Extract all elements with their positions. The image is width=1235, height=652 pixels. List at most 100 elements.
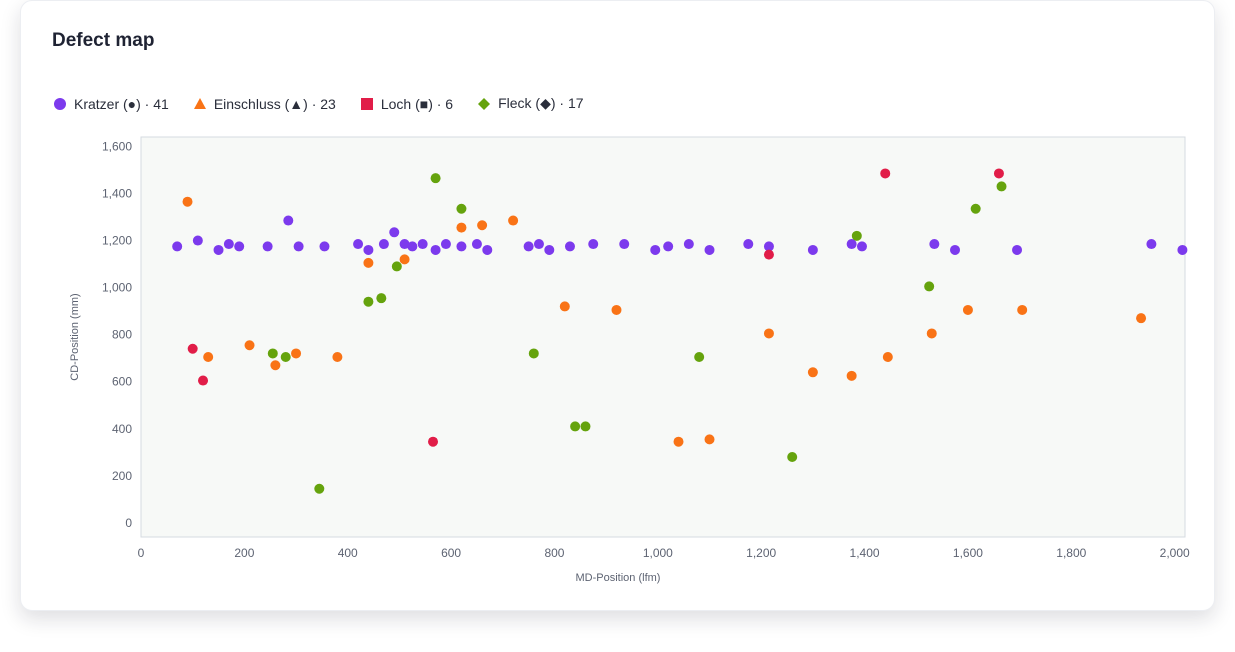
point-einschluss[interactable] xyxy=(1017,304,1028,315)
point-kratzer[interactable] xyxy=(663,241,674,252)
point-kratzer[interactable] xyxy=(430,244,441,255)
point-einschluss[interactable] xyxy=(203,352,214,362)
point-kratzer[interactable] xyxy=(1012,244,1023,255)
point-kratzer[interactable] xyxy=(846,239,857,250)
point-einschluss[interactable] xyxy=(399,254,410,265)
point-kratzer[interactable] xyxy=(1177,244,1188,255)
point-kratzer[interactable] xyxy=(234,241,245,252)
point-kratzer[interactable] xyxy=(417,239,428,250)
point-kratzer[interactable] xyxy=(650,244,661,255)
point-kratzer[interactable] xyxy=(407,241,418,252)
point-einschluss[interactable] xyxy=(363,257,374,268)
point-kratzer[interactable] xyxy=(471,239,482,250)
point-kratzer[interactable] xyxy=(399,239,410,250)
point-einschluss[interactable] xyxy=(182,196,193,207)
point-fleck[interactable] xyxy=(580,421,591,432)
point-kratzer[interactable] xyxy=(763,241,774,252)
point-fleck[interactable] xyxy=(376,293,387,304)
point-fleck[interactable] xyxy=(851,230,862,241)
point-einschluss[interactable] xyxy=(926,328,937,339)
x-tick-label: 800 xyxy=(544,546,564,560)
point-einschluss[interactable] xyxy=(882,352,893,362)
point-fleck[interactable] xyxy=(456,203,467,214)
point-einschluss[interactable] xyxy=(291,348,302,359)
point-einschluss[interactable] xyxy=(508,215,519,226)
point-kratzer[interactable] xyxy=(544,244,555,255)
point-kratzer[interactable] xyxy=(929,239,940,250)
x-tick-label: 1,600 xyxy=(953,546,983,560)
point-fleck[interactable] xyxy=(280,352,291,362)
point-kratzer[interactable] xyxy=(950,244,961,255)
y-tick-label: 1,200 xyxy=(102,234,132,248)
point-kratzer[interactable] xyxy=(440,239,451,250)
point-loch[interactable] xyxy=(880,168,891,179)
point-kratzer[interactable] xyxy=(283,215,294,226)
point-loch[interactable] xyxy=(428,436,439,447)
point-kratzer[interactable] xyxy=(533,239,544,250)
point-einschluss[interactable] xyxy=(1136,313,1147,324)
point-fleck[interactable] xyxy=(996,181,1007,192)
point-kratzer[interactable] xyxy=(807,244,818,255)
point-kratzer[interactable] xyxy=(856,241,867,252)
point-kratzer[interactable] xyxy=(456,241,467,252)
point-kratzer[interactable] xyxy=(172,241,183,252)
point-kratzer[interactable] xyxy=(378,239,389,250)
point-fleck[interactable] xyxy=(391,261,402,272)
point-kratzer[interactable] xyxy=(192,235,203,246)
legend-item-einschluss[interactable]: Einschluss (▲) · 23 xyxy=(193,96,336,112)
point-loch[interactable] xyxy=(763,249,774,260)
point-einschluss[interactable] xyxy=(673,436,684,447)
point-kratzer[interactable] xyxy=(1146,239,1157,250)
point-loch[interactable] xyxy=(187,343,198,354)
legend-item-fleck[interactable]: Fleck (◆) · 17 xyxy=(477,95,584,112)
point-kratzer[interactable] xyxy=(319,241,330,252)
point-kratzer[interactable] xyxy=(293,241,304,252)
point-einschluss[interactable] xyxy=(962,304,973,315)
legend-item-loch[interactable]: Loch (■) · 6 xyxy=(360,96,453,112)
legend-item-kratzer[interactable]: Kratzer (●) · 41 xyxy=(53,96,169,112)
point-einschluss[interactable] xyxy=(270,360,281,371)
point-einschluss[interactable] xyxy=(332,352,343,362)
point-kratzer[interactable] xyxy=(588,239,599,250)
point-kratzer[interactable] xyxy=(389,227,400,238)
point-kratzer[interactable] xyxy=(223,239,234,250)
point-fleck[interactable] xyxy=(787,452,798,462)
point-fleck[interactable] xyxy=(970,203,981,214)
point-fleck[interactable] xyxy=(267,348,278,359)
point-fleck[interactable] xyxy=(694,352,705,362)
point-kratzer[interactable] xyxy=(683,239,694,250)
point-loch[interactable] xyxy=(198,375,209,386)
point-kratzer[interactable] xyxy=(482,244,493,255)
point-kratzer[interactable] xyxy=(213,244,224,255)
point-einschluss[interactable] xyxy=(559,301,570,312)
legend-label-einschluss: Einschluss (▲) · 23 xyxy=(213,95,336,112)
point-einschluss[interactable] xyxy=(477,220,488,231)
point-loch[interactable] xyxy=(993,168,1004,179)
point-einschluss[interactable] xyxy=(704,434,715,445)
point-kratzer[interactable] xyxy=(363,244,374,255)
point-einschluss[interactable] xyxy=(763,328,774,339)
point-fleck[interactable] xyxy=(314,483,325,494)
point-kratzer[interactable] xyxy=(353,239,364,250)
point-einschluss[interactable] xyxy=(846,370,857,381)
point-einschluss[interactable] xyxy=(611,304,622,315)
point-kratzer[interactable] xyxy=(743,239,754,250)
point-einschluss[interactable] xyxy=(807,367,818,378)
x-tick-label: 2,000 xyxy=(1160,546,1190,560)
point-kratzer[interactable] xyxy=(523,241,534,252)
point-einschluss[interactable] xyxy=(244,340,255,351)
point-fleck[interactable] xyxy=(924,281,935,292)
y-axis-ticks: 0 200 400 600 800 1,000 1,200 1,400 1,600 xyxy=(102,139,132,529)
point-fleck[interactable] xyxy=(430,173,441,184)
y-axis-title: CD-Position (mm) xyxy=(69,293,81,380)
point-fleck[interactable] xyxy=(528,348,539,359)
point-fleck[interactable] xyxy=(570,421,581,432)
point-kratzer[interactable] xyxy=(704,244,715,255)
plot-area xyxy=(140,136,1186,538)
y-tick-label: 600 xyxy=(112,375,132,389)
point-kratzer[interactable] xyxy=(619,239,630,250)
point-kratzer[interactable] xyxy=(564,241,575,252)
point-einschluss[interactable] xyxy=(456,222,467,233)
point-fleck[interactable] xyxy=(363,296,374,307)
point-kratzer[interactable] xyxy=(262,241,273,252)
